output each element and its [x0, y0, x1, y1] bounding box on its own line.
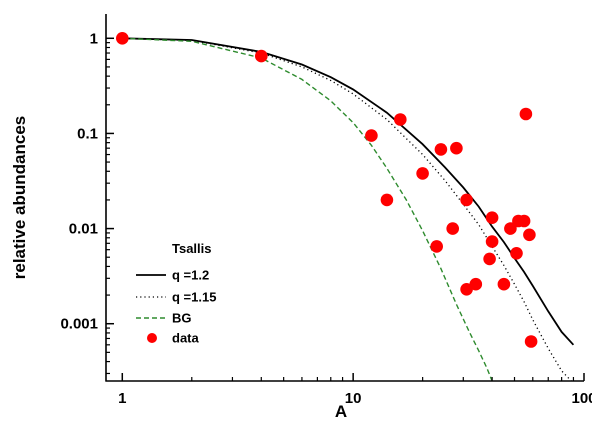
- legend-swatch-marker: [147, 333, 157, 343]
- legend-entry-label: q =1.2: [172, 268, 209, 283]
- data-point: [523, 228, 536, 242]
- data-point: [483, 252, 496, 266]
- data-point: [460, 283, 473, 296]
- y-tick-label: 0.01: [69, 221, 98, 238]
- x-axis-label: A: [335, 402, 347, 421]
- legend: Tsallis q =1.2 q =1.15 BG data: [136, 241, 216, 346]
- data-point: [380, 193, 394, 207]
- series-line-1: [122, 37, 575, 346]
- legend-entry-label: BG: [172, 311, 192, 326]
- data-point: [254, 49, 268, 63]
- y-axis-label: relative abundances: [10, 116, 29, 279]
- y-tick-label: 0.1: [77, 125, 98, 142]
- data-point: [517, 214, 531, 228]
- legend-title: Tsallis: [172, 241, 212, 256]
- data-point: [524, 335, 538, 348]
- series-line-3: [122, 37, 493, 381]
- data-point: [469, 277, 483, 291]
- data-point: [460, 193, 473, 207]
- data-point: [365, 129, 378, 142]
- x-tick-label: 100: [571, 390, 592, 407]
- data-point: [485, 211, 499, 224]
- axes: [105, 14, 585, 382]
- y-tick-label: 0.001: [60, 316, 98, 333]
- y-tick-label: 1: [90, 30, 98, 47]
- legend-entry-label: q =1.15: [172, 290, 216, 305]
- data-point: [450, 141, 463, 155]
- x-tick-label: 1: [118, 390, 126, 407]
- data-point: [446, 222, 460, 235]
- tick-labels: 1 10 100 1 0.1 0.01 0.001: [60, 30, 592, 407]
- data-point: [394, 113, 407, 126]
- data-point: [430, 240, 444, 253]
- data-point: [519, 107, 533, 121]
- data-point: [497, 277, 511, 291]
- data-point: [485, 235, 499, 248]
- legend-entry-label: data: [172, 331, 200, 346]
- x-tick-label: 10: [345, 390, 362, 407]
- data-points: [116, 32, 538, 348]
- series-lines: [122, 37, 575, 381]
- data-point: [504, 222, 517, 235]
- data-point: [434, 143, 448, 156]
- data-point: [510, 247, 523, 260]
- data-point: [416, 167, 429, 180]
- data-point: [116, 32, 129, 45]
